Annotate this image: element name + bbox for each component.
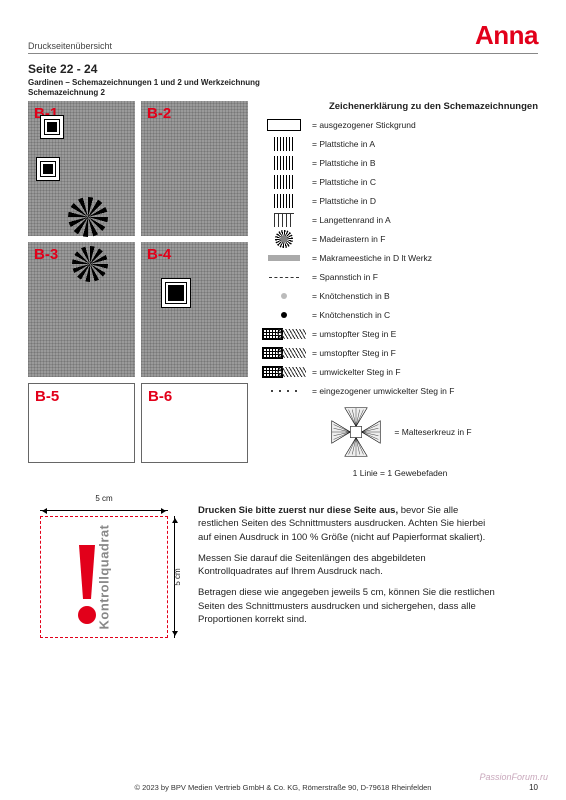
- header: Druckseitenübersicht Anna: [28, 20, 538, 54]
- tile-label: B-3: [34, 246, 58, 263]
- legend-item: = umwickelter Steg in F: [262, 365, 538, 379]
- control-square: 5 cm 5 cm Kontrollquadrat: [28, 504, 180, 650]
- control-rotated-label: Kontrollquadrat: [97, 525, 112, 630]
- header-left: Druckseitenübersicht: [28, 41, 112, 51]
- tile-label: B-6: [148, 388, 172, 405]
- legend-item: = Knötchenstich in C: [262, 308, 538, 322]
- tile-label: B-4: [147, 246, 171, 263]
- legend-item: = Madeirastern in F: [262, 232, 538, 246]
- tile-b3: B-3: [28, 242, 135, 377]
- tile-b1: B-1: [28, 101, 135, 236]
- legend-item: = Plattstiche in D: [262, 194, 538, 208]
- tile-label: B-5: [35, 388, 59, 405]
- maltese-cross-icon: [328, 404, 384, 460]
- tile-b2: B-2: [141, 101, 248, 236]
- legend-title: Zeichenerklärung zu den Schemazeichnunge…: [262, 101, 538, 112]
- page-subtitle-2: Schemazeichnung 2: [28, 88, 538, 97]
- legend-item: = Plattstiche in C: [262, 175, 538, 189]
- tile-b4: B-4: [141, 242, 248, 377]
- tile-b6: B-6: [141, 383, 248, 463]
- tile-label: B-2: [147, 105, 171, 122]
- legend-item: = ausgezogener Stickgrund: [262, 118, 538, 132]
- legend-maltese: = Malteserkreuz in F 1 Linie = 1 Gewebef…: [262, 404, 538, 478]
- legend-item: = umstopfter Steg in F: [262, 346, 538, 360]
- brand-logo: Anna: [475, 20, 538, 51]
- tile-b5: B-5: [28, 383, 135, 463]
- dim-h-label: 5 cm: [95, 494, 112, 503]
- legend-item: = Makrameestiche in D lt Werkz: [262, 251, 538, 265]
- watermark: PassionForum.ru: [479, 772, 548, 782]
- control-instructions: Drucken Sie bitte zuerst nur diese Seite…: [198, 504, 498, 634]
- legend-item: = Plattstiche in B: [262, 156, 538, 170]
- page-title: Seite 22 - 24: [28, 62, 538, 76]
- legend: Zeichenerklärung zu den Schemazeichnunge…: [262, 101, 538, 478]
- schema-tiles: B-1 B-2 B-3 B-4: [28, 101, 248, 478]
- page-subtitle-1: Gardinen – Schemazeichnungen 1 und 2 und…: [28, 78, 538, 87]
- legend-linie: 1 Linie = 1 Gewebefaden: [353, 468, 448, 478]
- legend-item: = Spannstich in F: [262, 270, 538, 284]
- legend-item: = umstopfter Steg in E: [262, 327, 538, 341]
- footer-copyright: © 2023 by BPV Medien Vertrieb GmbH & Co.…: [0, 783, 566, 792]
- legend-item: = eingezogener umwickelter Steg in F: [262, 384, 538, 398]
- page-number: 10: [529, 783, 538, 792]
- legend-item: = Knötchenstich in B: [262, 289, 538, 303]
- legend-item: = Plattstiche in A: [262, 137, 538, 151]
- dim-v-label: 5 cm: [173, 568, 182, 585]
- legend-item: = Langettenrand in A: [262, 213, 538, 227]
